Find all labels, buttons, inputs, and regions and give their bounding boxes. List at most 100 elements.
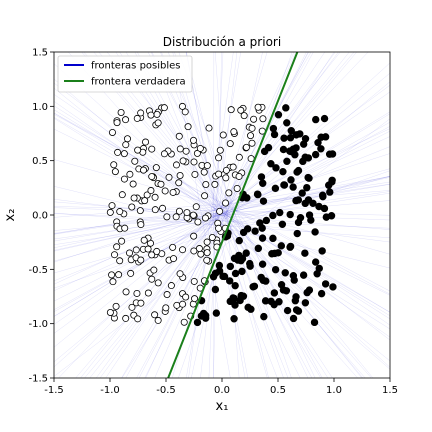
filled-point: [325, 150, 334, 158]
open-point: [190, 232, 198, 240]
filled-point: [309, 199, 317, 207]
open-point: [163, 213, 171, 221]
open-point: [116, 208, 124, 216]
filled-point: [231, 269, 240, 278]
filled-point: [303, 288, 311, 297]
filled-point: [293, 229, 301, 238]
filled-point: [271, 184, 280, 193]
open-point: [148, 275, 156, 283]
x-tick-label: 1.0: [326, 385, 342, 396]
filled-point: [326, 188, 334, 196]
filled-point: [231, 281, 239, 290]
filled-point: [215, 261, 224, 270]
possible-boundary-line: [54, 114, 390, 292]
filled-point: [287, 176, 295, 184]
open-point: [222, 174, 230, 182]
filled-point: [235, 236, 243, 245]
open-point: [134, 315, 142, 323]
filled-point: [261, 297, 270, 305]
filled-point: [287, 127, 295, 135]
possible-boundary-line: [54, 213, 390, 229]
open-point: [169, 243, 177, 251]
possible-boundary-line: [178, 52, 292, 378]
filled-point: [193, 318, 202, 327]
possible-boundary-line: [147, 52, 323, 378]
x-tick-label: -1.0: [100, 385, 120, 396]
filled-point: [267, 160, 275, 168]
filled-point: [317, 145, 325, 153]
open-point: [201, 214, 209, 222]
filled-point: [289, 183, 297, 191]
filled-point: [277, 280, 286, 289]
open-point: [150, 266, 158, 274]
filled-point: [262, 216, 271, 225]
true-boundary: [167, 52, 299, 378]
possible-boundary-line: [150, 52, 278, 378]
open-point: [148, 173, 156, 181]
filled-point: [311, 258, 320, 266]
open-point: [216, 207, 224, 215]
filled-point: [269, 234, 277, 243]
possible-boundary-line: [213, 52, 215, 378]
open-point: [176, 270, 184, 278]
filled-point: [278, 220, 287, 228]
open-point: [154, 316, 162, 324]
filled-point: [286, 134, 295, 142]
possible-boundary-line: [136, 52, 313, 378]
open-point: [254, 103, 262, 111]
filled-point: [260, 312, 268, 321]
filled-point: [303, 183, 311, 192]
filled-point: [260, 147, 269, 156]
filled-point: [304, 154, 313, 162]
open-point: [128, 203, 136, 211]
filled-point: [305, 211, 314, 219]
open-point: [169, 188, 177, 196]
open-point: [116, 257, 124, 265]
open-point: [226, 140, 234, 148]
open-point: [216, 146, 224, 154]
possible-boundary-line: [54, 201, 390, 230]
x-axis-label: x₁: [216, 399, 229, 414]
filled-point: [259, 197, 268, 205]
filled-point: [283, 119, 291, 127]
filled-point: [286, 147, 294, 155]
filled-point: [329, 283, 337, 291]
open-point: [208, 233, 216, 241]
open-point: [154, 279, 162, 287]
y-axis-ticks: -1.5 -1.0 -0.5 0.0 0.5 1.0 1.5: [28, 48, 54, 385]
filled-point: [301, 249, 309, 257]
filled-point: [246, 262, 254, 270]
possible-boundary-line: [154, 52, 297, 378]
y-tick-label: 0.0: [32, 211, 48, 222]
open-point: [122, 288, 130, 296]
filled-point: [314, 138, 322, 147]
open-point: [147, 111, 155, 119]
open-point: [175, 179, 183, 187]
filled-point: [274, 249, 282, 257]
open-point: [211, 180, 219, 188]
open-point: [179, 300, 187, 308]
open-point: [120, 150, 128, 158]
open-point: [237, 106, 245, 114]
open-point: [181, 108, 189, 116]
open-point: [126, 170, 134, 178]
possible-boundary-line: [167, 52, 284, 378]
filled-point: [230, 294, 238, 303]
open-point: [140, 236, 148, 244]
open-point: [179, 157, 187, 165]
possible-boundary-line: [188, 52, 234, 378]
open-point: [182, 293, 190, 301]
filled-point: [283, 157, 291, 166]
open-point: [225, 189, 233, 197]
filled-point: [219, 272, 227, 281]
filled-point: [257, 173, 266, 181]
filled-point: [259, 179, 267, 187]
x-axis-ticks: -1.5 -1.0 -0.5 0.0 0.5 1.0 1.5: [44, 378, 398, 396]
legend-box: [57, 55, 193, 93]
